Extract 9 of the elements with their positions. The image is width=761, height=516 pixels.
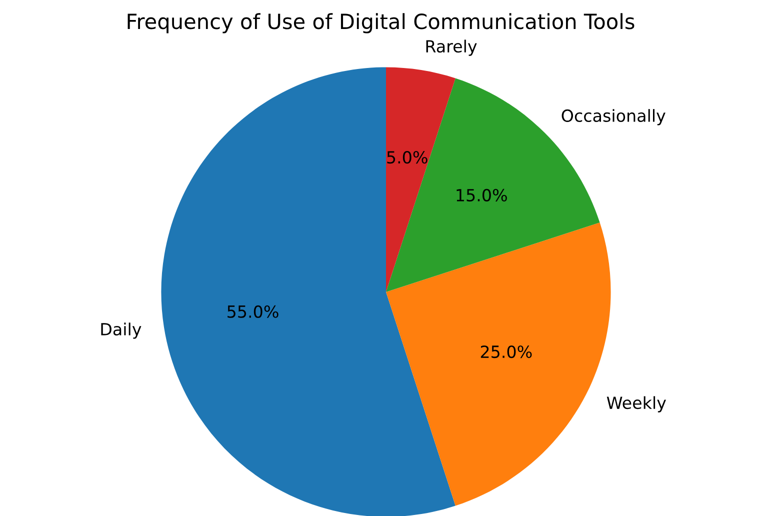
chart-title: Frequency of Use of Digital Communication Tools bbox=[128, 13, 634, 34]
slice-label: Weekly bbox=[606, 396, 666, 412]
data-label: 25.0% bbox=[480, 345, 532, 358]
data-label: 5.0% bbox=[387, 151, 428, 164]
slice-label: Rarely bbox=[426, 40, 477, 56]
data-label: 15.0% bbox=[456, 188, 507, 202]
slice-label: Occasionally bbox=[562, 109, 666, 126]
data-label: 55.0% bbox=[228, 305, 278, 318]
slice-label: Daily bbox=[101, 322, 142, 339]
